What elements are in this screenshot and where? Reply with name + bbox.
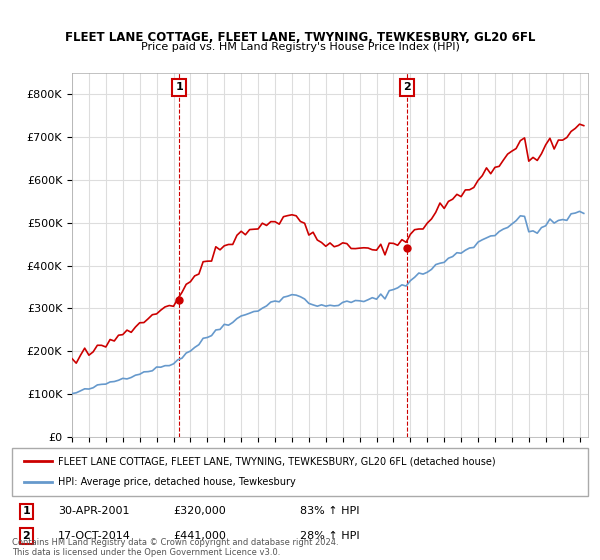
Text: FLEET LANE COTTAGE, FLEET LANE, TWYNING, TEWKESBURY, GL20 6FL: FLEET LANE COTTAGE, FLEET LANE, TWYNING,… bbox=[65, 31, 535, 44]
Text: 1: 1 bbox=[23, 506, 30, 516]
Text: 30-APR-2001: 30-APR-2001 bbox=[58, 506, 130, 516]
Text: Contains HM Land Registry data © Crown copyright and database right 2024.
This d: Contains HM Land Registry data © Crown c… bbox=[12, 538, 338, 557]
Text: £441,000: £441,000 bbox=[173, 531, 226, 541]
Text: HPI: Average price, detached house, Tewkesbury: HPI: Average price, detached house, Tewk… bbox=[58, 477, 296, 487]
Text: FLEET LANE COTTAGE, FLEET LANE, TWYNING, TEWKESBURY, GL20 6FL (detached house): FLEET LANE COTTAGE, FLEET LANE, TWYNING,… bbox=[58, 456, 496, 466]
Text: 1: 1 bbox=[175, 82, 183, 92]
Text: Price paid vs. HM Land Registry's House Price Index (HPI): Price paid vs. HM Land Registry's House … bbox=[140, 42, 460, 52]
Text: 28% ↑ HPI: 28% ↑ HPI bbox=[300, 531, 359, 541]
Text: 2: 2 bbox=[23, 531, 30, 541]
Text: £320,000: £320,000 bbox=[173, 506, 226, 516]
Text: 2: 2 bbox=[403, 82, 411, 92]
Text: 17-OCT-2014: 17-OCT-2014 bbox=[58, 531, 131, 541]
FancyBboxPatch shape bbox=[12, 448, 588, 496]
Text: 83% ↑ HPI: 83% ↑ HPI bbox=[300, 506, 359, 516]
